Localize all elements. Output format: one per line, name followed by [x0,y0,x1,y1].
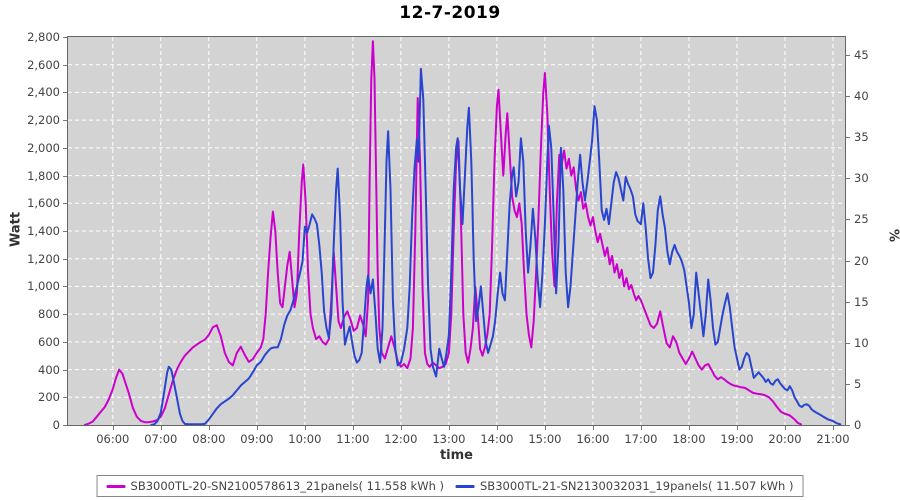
y2-axis-tick-label: 0 [854,418,862,432]
x-axis-tick-mark [544,426,546,430]
x-axis-tick-label: 11:00 [336,432,370,446]
y-axis-tick-label: 1,400 [27,224,60,238]
x-axis-tick-mark [688,426,690,430]
y2-axis-tick-label: 15 [854,294,869,309]
y-axis-tick-mark [63,203,67,205]
y2-axis-tick-mark [846,219,850,221]
x-axis-tick-label: 20:00 [768,432,802,446]
y-axis-tick-mark [63,64,67,66]
x-axis-tick-label: 06:00 [96,432,130,446]
legend-label-inverter-21: SB3000TL-21-SN2130032031_19panels( 11.50… [480,479,794,493]
x-axis-tick-label: 19:00 [720,432,754,446]
y-axis-tick-mark [63,175,67,177]
y2-axis-tick-mark [846,137,850,139]
legend-entry-inverter-21: SB3000TL-21-SN2130032031_19panels( 11.50… [456,479,793,493]
y-axis-tick-mark [63,369,67,371]
x-axis-tick-label: 15:00 [528,432,562,446]
y2-axis-tick-label: 30 [854,171,869,186]
y2-axis-tick-mark [846,260,850,262]
x-axis-tick-mark [160,426,162,430]
x-axis-tick-label: 10:00 [288,432,322,446]
y-axis-tick-mark [63,341,67,343]
x-axis-tick-label: 12:00 [384,432,418,446]
y-axis-tick-mark [63,92,67,94]
plot-canvas [68,37,845,425]
y-axis-tick-mark [63,147,67,149]
y-axis-tick-mark [63,37,67,38]
x-axis-tick-mark [208,426,210,430]
x-axis-title: time [439,448,474,463]
y2-axis-tick-label: 25 [854,212,869,227]
y2-axis-tick-mark [846,425,850,426]
y-axis-tick-label: 800 [38,307,60,322]
y2-axis-tick-mark [846,55,850,57]
y-axis-tick-mark [63,231,67,232]
y-axis-tick-mark [63,120,67,122]
legend: SB3000TL-20-SN2100578613_21panels( 11.55… [96,475,804,497]
x-axis-tick-label: 07:00 [144,432,178,446]
y-axis-tick-label: 2,600 [27,57,60,72]
y2-axis-tick-mark [846,96,850,98]
x-axis-tick-label: 18:00 [672,432,706,446]
y-axis-tick-label: 0 [52,418,60,432]
y2-axis-tick-label: 35 [854,130,869,145]
x-axis-tick-label: 21:00 [816,432,850,446]
x-axis-tick-mark [640,426,642,430]
y-axis-tick-label: 2,800 [27,30,60,44]
series1-line-swatch [106,484,126,488]
y-axis-tick-mark [63,425,67,426]
x-axis-tick-mark [448,426,450,430]
y-axis-tick-label: 1,000 [27,279,60,294]
y2-axis-tick-label: 10 [854,335,869,350]
y-axis-tick-label: 1,200 [27,251,60,266]
x-axis-tick-label: 16:00 [576,432,610,446]
x-axis-tick-label: 09:00 [240,432,274,446]
x-axis-tick-mark [304,426,306,430]
y-axis-tick-label: 1,600 [27,196,60,211]
series-line-sb3000tl-20 [83,40,802,425]
y2-axis-tick-mark [846,301,850,303]
legend-entry-inverter-20: SB3000TL-20-SN2100578613_21panels( 11.55… [106,479,444,493]
y-axis-tick-label: 600 [38,334,60,349]
y-axis-tick-label: 1,800 [27,168,60,183]
x-axis-tick-mark [112,426,114,430]
y2-axis-tick-label: 5 [854,376,862,391]
x-axis-tick-label: 08:00 [192,432,226,446]
y-axis-right-title: % [885,228,900,243]
x-axis-tick-label: 13:00 [432,432,466,446]
x-axis-tick-label: 17:00 [624,432,658,446]
x-axis-tick-mark [496,426,498,430]
y-axis-tick-mark [63,397,67,399]
y2-axis-tick-mark [846,342,850,344]
y-axis-tick-label: 2,200 [27,113,60,128]
y2-axis-tick-mark [846,383,850,385]
gridlines [68,37,845,425]
x-axis-tick-mark [784,426,786,430]
x-axis-tick-mark [736,426,738,430]
y-axis-tick-label: 400 [38,362,60,377]
x-axis-tick-mark [256,426,258,430]
y2-axis-tick-label: 45 [854,48,869,63]
x-axis-tick-label: 14:00 [480,432,514,446]
y-axis-tick-mark [63,286,67,288]
y-axis-tick-mark [63,314,67,316]
plot-area [67,36,846,426]
x-axis-tick-mark [592,426,594,430]
legend-label-inverter-20: SB3000TL-20-SN2100578613_21panels( 11.55… [130,479,444,493]
chart-title: 12-7-2019 [399,3,501,23]
x-axis-tick-mark [352,426,354,430]
y2-axis-tick-label: 40 [854,89,869,104]
y-axis-tick-mark [63,258,67,260]
y2-axis-tick-label: 20 [854,253,869,268]
series-line-sb3000tl-21 [150,67,842,425]
y-axis-tick-label: 2,000 [27,140,60,155]
y2-axis-tick-mark [846,178,850,180]
y-axis-tick-label: 200 [38,390,60,405]
x-axis-tick-mark [832,426,834,430]
y-axis-tick-label: 2,400 [27,85,60,100]
x-axis-tick-mark [400,426,402,430]
series2-line-swatch [456,484,475,488]
